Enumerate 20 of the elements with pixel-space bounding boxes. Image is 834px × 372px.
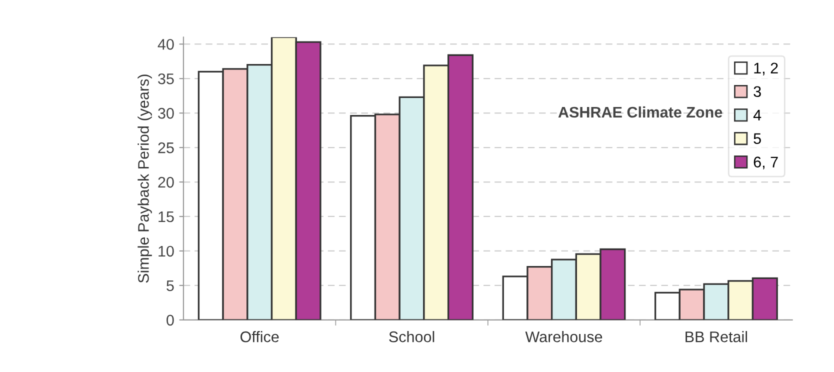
y-tick-label: 35 [158, 73, 174, 84]
y-tick-label: 10 [158, 246, 174, 257]
x-tick-label: Office [240, 331, 279, 342]
y-tick-label: 40 [158, 38, 174, 50]
legend-label: 6, 7 [754, 156, 778, 170]
y-tick-label: 20 [158, 176, 174, 188]
y-axis-title: Simple Payback Period (years) [138, 74, 152, 283]
y-tick-label: 30 [158, 108, 174, 119]
legend-label: 1, 2 [754, 62, 778, 76]
y-tick-label: 0 [166, 314, 174, 326]
y-tick-label: 15 [158, 212, 174, 222]
legend-label: 5 [754, 133, 761, 144]
legend-label: 4 [753, 110, 762, 120]
y-tick-label: 25 [158, 142, 174, 154]
x-tick-label: School [389, 331, 434, 342]
legend-label: 3 [754, 86, 761, 98]
y-tick-label: 5 [166, 280, 174, 292]
legend-title: ASHRAE Climate Zone [558, 106, 722, 118]
x-tick-label: BB Retail [686, 331, 748, 342]
x-tick-label: Warehouse [525, 331, 602, 342]
